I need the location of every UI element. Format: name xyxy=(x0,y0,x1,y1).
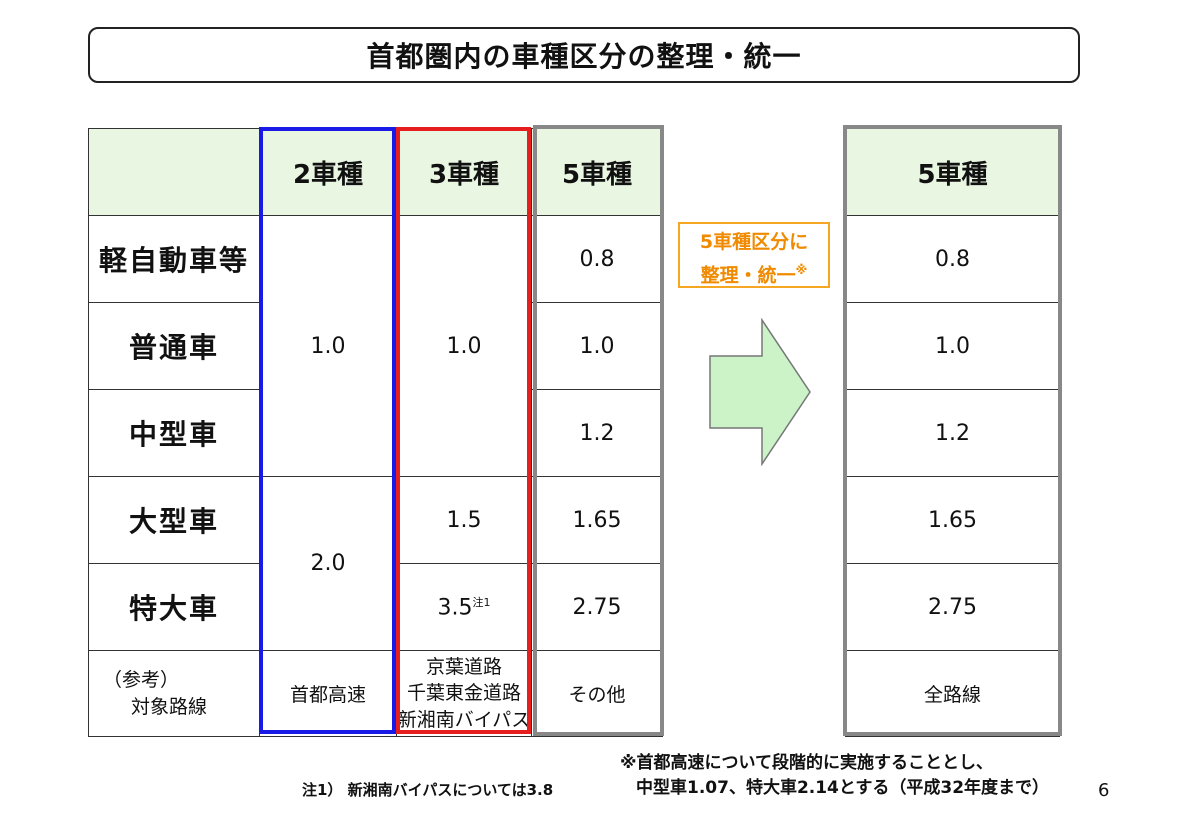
left-table: 2車種 3車種 5車種 軽自動車等 1.0 1.0 0.8 普通車 1.0 中型… xyxy=(88,128,663,737)
callout-mark: ※ xyxy=(795,263,808,277)
row-label-kei: 軽自動車等 xyxy=(88,215,260,303)
row-label-ogata: 大型車 xyxy=(88,476,260,564)
callout-line1: 5車種区分に xyxy=(699,231,809,253)
five-types-value-futsu: 1.0 xyxy=(531,302,663,390)
reference-label: （参考） 対象路線 xyxy=(88,650,260,737)
five-types-value-ogata: 1.65 xyxy=(531,476,663,564)
reference-3-types-line1: 京葉道路 xyxy=(425,655,502,678)
reference-3-types: 京葉道路 千葉東金道路 新湘南バイパス xyxy=(396,650,532,737)
right-reference: 全路線 xyxy=(845,650,1060,737)
footnote-1: 注1） 新湘南バイパスについては3.8 xyxy=(302,781,554,799)
three-types-xlarge-cell: 3.5注1 xyxy=(396,563,532,651)
two-types-large-value: 2.0 xyxy=(259,476,397,651)
reference-label-line1: （参考） xyxy=(103,668,180,691)
right-header-5-types: 5車種 xyxy=(845,128,1060,216)
page-number: 6 xyxy=(1098,780,1110,801)
page-title: 首都圏内の車種区分の整理・統一 xyxy=(88,27,1080,83)
row-label-chugata: 中型車 xyxy=(88,389,260,477)
header-5-types: 5車種 xyxy=(531,128,663,216)
header-3-types: 3車種 xyxy=(396,128,532,216)
three-types-xlarge-value: 3.5 xyxy=(437,595,473,621)
right-arrow-icon xyxy=(709,318,811,466)
reference-2-types: 首都高速 xyxy=(259,650,397,737)
row-label-futsu: 普通車 xyxy=(88,302,260,390)
five-types-value-tokudai: 2.75 xyxy=(531,563,663,651)
right-value-tokudai: 2.75 xyxy=(845,563,1060,651)
three-types-small-value: 1.0 xyxy=(396,215,532,477)
right-table: 5車種 0.8 1.0 1.2 1.65 2.75 全路線 xyxy=(845,128,1060,737)
right-value-ogata: 1.65 xyxy=(845,476,1060,564)
two-types-small-value: 1.0 xyxy=(259,215,397,477)
five-types-value-chugata: 1.2 xyxy=(531,389,663,477)
right-value-futsu: 1.0 xyxy=(845,302,1060,390)
callout-line2: 整理・統一 xyxy=(700,264,796,287)
footnote-2-line1: ※首都高速について段階的に実施することとし、 xyxy=(620,753,994,773)
reference-5-types: その他 xyxy=(531,650,663,737)
right-value-kei: 0.8 xyxy=(845,215,1060,303)
reference-3-types-line3: 新湘南バイパス xyxy=(397,708,531,731)
row-label-tokudai: 特大車 xyxy=(88,563,260,651)
three-types-large-value: 1.5 xyxy=(396,476,532,564)
footnote-2-line2: 中型車1.07、特大車2.14とする（平成32年度まで） xyxy=(636,778,1050,798)
consolidation-callout: 5車種区分に 整理・統一※ xyxy=(678,222,830,288)
five-types-value-kei: 0.8 xyxy=(531,215,663,303)
right-value-chugata: 1.2 xyxy=(845,389,1060,477)
header-corner xyxy=(88,128,260,216)
reference-3-types-line2: 千葉東金道路 xyxy=(406,682,521,705)
note1-marker: 注1 xyxy=(472,595,491,609)
reference-label-line2: 対象路線 xyxy=(131,695,208,718)
header-2-types: 2車種 xyxy=(259,128,397,216)
